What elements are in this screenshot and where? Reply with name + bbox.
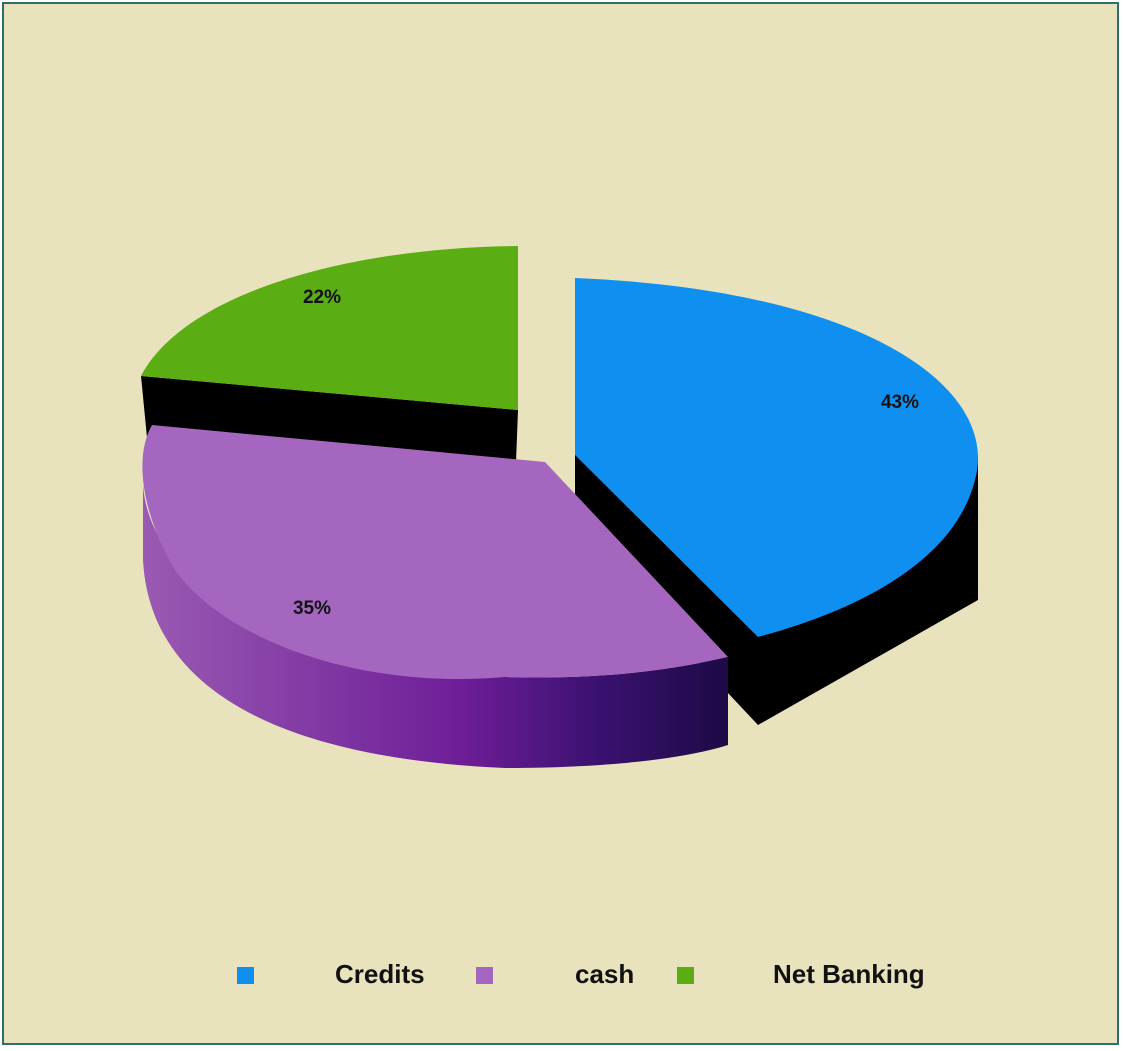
slice-cash-top — [142, 425, 728, 680]
slice-cash: 35% — [142, 425, 728, 768]
legend-swatch-credits — [237, 967, 254, 984]
legend-swatch-net-banking — [677, 967, 694, 984]
slice-net-banking-top — [141, 246, 518, 410]
legend-label-cash: cash — [575, 959, 635, 989]
legend-swatch-cash — [476, 967, 493, 984]
slice-credits: 43% — [575, 278, 979, 725]
slice-cash-side — [143, 485, 728, 768]
slice-credits-label: 43% — [881, 392, 919, 413]
slice-net-banking-label: 22% — [303, 287, 341, 308]
slice-cash-label: 35% — [293, 598, 331, 619]
legend-label-net-banking: Net Banking — [773, 959, 925, 989]
slice-credits-top — [575, 278, 979, 637]
chart-legend: Credits cash Net Banking — [0, 955, 1123, 999]
legend-label-credits: Credits — [335, 959, 425, 989]
